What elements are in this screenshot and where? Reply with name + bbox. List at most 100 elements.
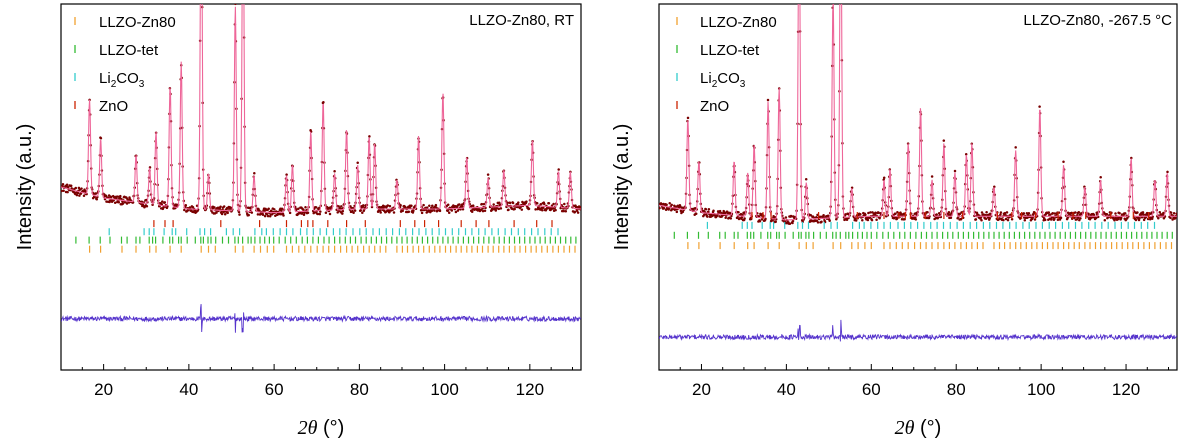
observed-point [1023, 218, 1027, 222]
observed-point [261, 213, 265, 217]
observed-point [495, 207, 499, 210]
legend-label-llzo-zn80: LLZO-Zn80 [700, 14, 777, 31]
observed-point [1138, 217, 1141, 220]
observed-point [288, 211, 292, 215]
observed-point [984, 217, 988, 221]
observed-point [1150, 217, 1154, 220]
observed-point [379, 211, 382, 214]
plot-frame [658, 3, 1178, 371]
observed-point [718, 209, 722, 213]
observed-point [988, 212, 992, 215]
observed-point [554, 208, 557, 212]
observed-point [1103, 219, 1107, 222]
observed-point [386, 204, 390, 207]
observed-point [774, 220, 777, 224]
observed-point [486, 173, 490, 176]
observed-point [336, 211, 339, 214]
observed-point [707, 210, 710, 214]
legend-label-li2co3: Li2CO3 [700, 70, 746, 90]
observed-point [1022, 212, 1026, 215]
observed-point [662, 207, 666, 210]
observed-point [352, 211, 355, 215]
observed-point [1134, 218, 1138, 222]
observed-point [1050, 218, 1053, 221]
observed-point [993, 185, 996, 188]
observed-point [576, 211, 580, 214]
observed-point [790, 215, 793, 218]
observed-point [1070, 211, 1073, 215]
observed-point [422, 203, 425, 207]
observed-point [539, 202, 543, 206]
observed-point [458, 203, 461, 206]
observed-point [337, 205, 340, 208]
observed-point [675, 210, 679, 214]
observed-point [66, 185, 70, 189]
plot-area [61, 4, 581, 333]
observed-point [247, 213, 250, 217]
observed-point [835, 218, 838, 221]
observed-point [333, 169, 336, 173]
observed-point [263, 214, 267, 218]
observed-point [256, 213, 260, 216]
observed-point [161, 200, 164, 203]
reflection-ticks [673, 231, 1173, 239]
observed-point [74, 186, 78, 190]
x-tick-label: 40 [777, 380, 796, 399]
observed-point [69, 184, 73, 187]
observed-point [527, 207, 531, 210]
observed-point [109, 195, 113, 199]
panel-title: LLZO-Zn80, RT [469, 12, 574, 29]
observed-point [322, 101, 325, 104]
observed-point [1014, 146, 1017, 149]
observed-point [694, 212, 698, 215]
observed-point [263, 209, 266, 213]
observed-point [117, 201, 121, 204]
observed-point [535, 202, 539, 205]
observed-point [809, 213, 813, 217]
observed-point [341, 209, 345, 213]
observed-point [1047, 211, 1051, 214]
observed-point [686, 116, 690, 120]
observed-point [704, 208, 708, 211]
observed-point [541, 208, 544, 212]
x-axis-title: 2θ (°) [895, 417, 942, 439]
observed-point [61, 182, 65, 186]
observed-point [1053, 217, 1056, 221]
observed-point [361, 211, 364, 215]
observed-point [82, 194, 86, 197]
observed-point [145, 204, 149, 208]
observed-point [285, 173, 288, 176]
observed-point [1051, 212, 1055, 215]
observed-point [729, 217, 733, 220]
observed-point [1074, 211, 1077, 214]
observed-point [980, 218, 983, 222]
observed-point [724, 216, 727, 219]
observed-point [815, 216, 818, 219]
observed-point [816, 221, 820, 224]
observed-point [822, 213, 825, 217]
observed-point [737, 210, 740, 214]
x-tick-label: 20 [692, 380, 711, 399]
reflection-ticks [88, 245, 576, 253]
observed-point [679, 209, 683, 213]
observed-point [359, 209, 362, 212]
observed-point [854, 219, 858, 222]
observed-point [914, 218, 918, 221]
observed-point [250, 211, 254, 214]
observed-point [1141, 211, 1145, 214]
observed-point [316, 212, 320, 216]
panel-rt: 20 40 60 80 100 120 LLZO-Zn80, RT LLZO-Zn80 L… [14, 3, 582, 439]
observed-point [362, 204, 365, 207]
x-tick-label: 120 [1112, 380, 1140, 399]
observed-point [483, 209, 487, 213]
observed-point [1166, 170, 1169, 174]
observed-point [804, 177, 808, 181]
observed-point [864, 213, 867, 217]
observed-point [1157, 216, 1160, 220]
observed-point [949, 216, 953, 219]
observed-point [456, 209, 460, 212]
observed-point [407, 210, 411, 213]
observed-point [1169, 216, 1172, 220]
observed-point [1094, 216, 1098, 220]
observed-point [1059, 216, 1063, 220]
